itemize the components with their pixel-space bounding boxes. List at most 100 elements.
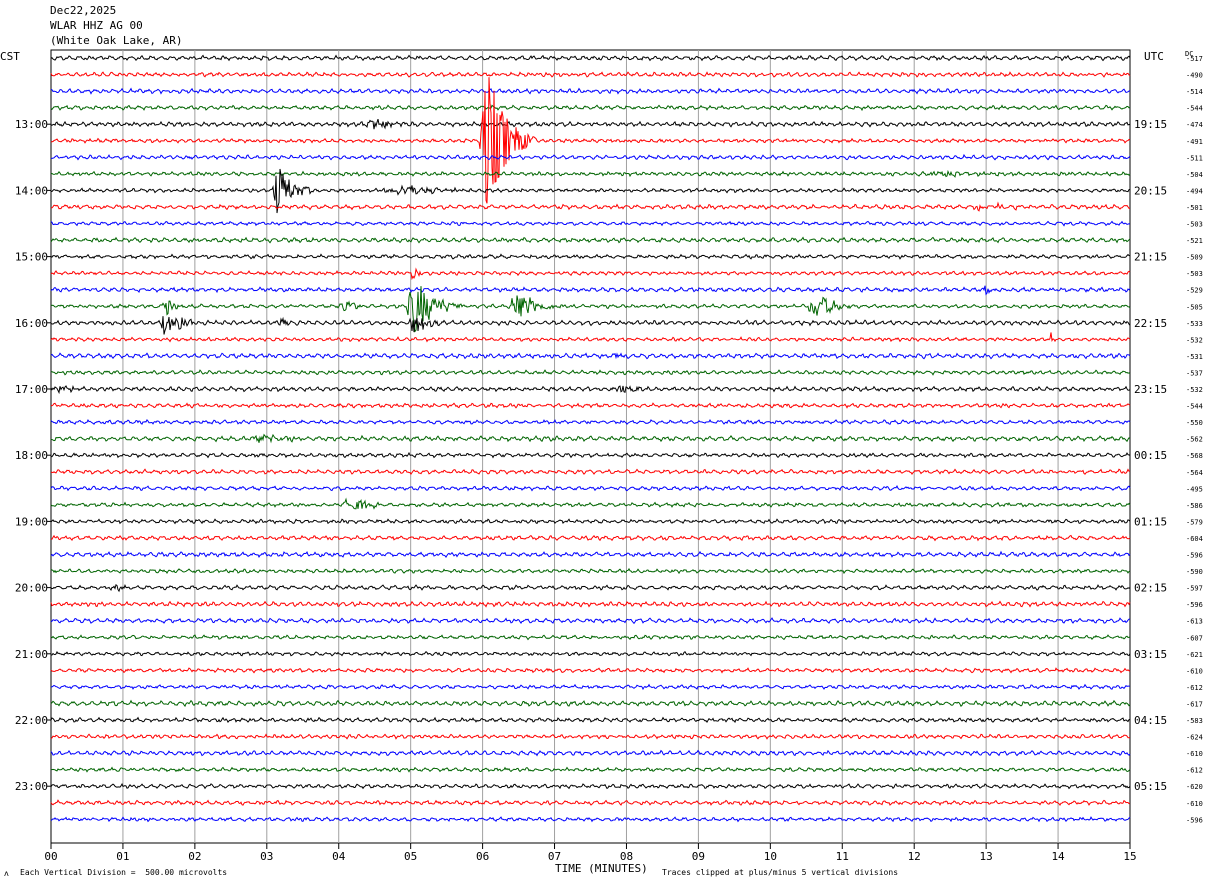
dc-offset-47: -596: [1186, 816, 1203, 824]
dc-offset-2: -490: [1186, 72, 1203, 80]
dc-offset-15: -529: [1186, 287, 1203, 295]
trace-29: [50, 518, 1131, 525]
cst-hour-label-23:00: 23:00: [15, 780, 48, 793]
dc-offset-34: -596: [1186, 601, 1203, 609]
trace-1: [50, 54, 1131, 62]
trace-7: [51, 153, 1131, 161]
trace-41: [50, 716, 1131, 724]
clip-note: Traces clipped at plus/minus 5 vertical …: [662, 868, 899, 877]
cst-hour-label-19:00: 19:00: [15, 515, 48, 528]
dc-offset-43: -610: [1186, 750, 1203, 758]
dc-offset-11: -503: [1186, 221, 1203, 229]
cst-hour-label-14:00: 14:00: [15, 184, 48, 197]
trace-18: [50, 332, 1131, 343]
trace-11: [50, 220, 1131, 227]
dc-offset-31: -596: [1186, 552, 1203, 560]
cst-hour-label-22:00: 22:00: [15, 714, 48, 727]
right-timezone-label: UTC: [1144, 50, 1164, 63]
trace-44: [51, 766, 1131, 773]
trace-38: [50, 667, 1131, 674]
scale-note: Each Vertical Division = 500.00 microvol…: [20, 868, 228, 877]
utc-hour-label-20:15: 20:15: [1134, 184, 1167, 197]
trace-45: [50, 783, 1131, 790]
trace-5: [50, 118, 1131, 130]
cst-hour-label-13:00: 13:00: [15, 118, 48, 131]
dc-offset-7: -511: [1186, 154, 1203, 162]
utc-hour-label-22:15: 22:15: [1134, 317, 1167, 330]
dc-offset-20: -537: [1186, 369, 1203, 377]
dc-offset-19: -531: [1186, 353, 1203, 361]
trace-16: [50, 286, 1131, 333]
x-tick-label-07: 07: [548, 850, 561, 863]
dc-offset-16: -505: [1186, 303, 1203, 311]
dc-offset-21: -532: [1186, 386, 1203, 394]
dc-offset-10: -501: [1186, 204, 1203, 212]
dc-offset-33: -597: [1186, 585, 1203, 593]
dc-offset-35: -613: [1186, 618, 1203, 626]
trace-42: [50, 733, 1131, 740]
utc-hour-label-23:15: 23:15: [1134, 383, 1167, 396]
dc-offset-1: -517: [1186, 55, 1203, 63]
dc-offset-17: -533: [1186, 320, 1203, 328]
dc-offset-22: -544: [1186, 403, 1203, 411]
dc-offset-12: -521: [1186, 237, 1203, 245]
dc-offset-25: -568: [1186, 452, 1203, 460]
trace-36: [50, 634, 1131, 641]
dc-offset-6: -491: [1186, 138, 1203, 146]
trace-34: [50, 600, 1131, 608]
x-tick-label-00: 00: [44, 850, 57, 863]
header-station: WLAR HHZ AG 00: [50, 19, 143, 32]
trace-22: [50, 402, 1131, 409]
dc-offset-40: -617: [1186, 700, 1203, 708]
trace-25: [50, 451, 1131, 459]
cst-hour-label-21:00: 21:00: [15, 648, 48, 661]
trace-13: [50, 253, 1131, 260]
dc-offset-42: -624: [1186, 734, 1203, 742]
dc-offset-29: -579: [1186, 518, 1203, 526]
trace-26: [50, 468, 1131, 476]
trace-30: [50, 534, 1131, 542]
dc-offset-24: -562: [1186, 436, 1203, 444]
trace-24: [51, 433, 1131, 444]
trace-37: [51, 650, 1131, 657]
dc-offset-26: -564: [1186, 469, 1203, 477]
trace-4: [50, 104, 1131, 112]
dc-offset-3: -514: [1186, 88, 1203, 96]
trace-21: [50, 385, 1131, 395]
cst-hour-label-15:00: 15:00: [15, 251, 48, 264]
trace-3: [50, 87, 1131, 95]
trace-43: [50, 749, 1131, 757]
x-tick-label-11: 11: [836, 850, 849, 863]
trace-46: [50, 799, 1131, 807]
trace-10: [50, 201, 1131, 212]
dc-offset-30: -604: [1186, 535, 1203, 543]
x-tick-label-02: 02: [188, 850, 201, 863]
dc-offset-27: -495: [1186, 485, 1203, 493]
header-location: (White Oak Lake, AR): [50, 34, 183, 47]
utc-hour-label-02:15: 02:15: [1134, 582, 1167, 595]
trace-12: [50, 236, 1131, 244]
x-tick-label-15: 15: [1123, 850, 1136, 863]
x-tick-label-12: 12: [908, 850, 921, 863]
trace-47: [50, 816, 1131, 823]
dc-offset-8: -504: [1186, 171, 1203, 179]
dc-offset-18: -532: [1186, 336, 1203, 344]
dc-offset-45: -620: [1186, 783, 1203, 791]
x-tick-label-04: 04: [332, 850, 346, 863]
utc-hour-label-01:15: 01:15: [1134, 515, 1167, 528]
corner-mark: ʌ: [4, 869, 9, 878]
utc-hour-label-05:15: 05:15: [1134, 780, 1167, 793]
trace-39: [51, 683, 1131, 691]
trace-40: [50, 699, 1131, 708]
x-tick-label-01: 01: [116, 850, 129, 863]
dc-offset-5: -474: [1186, 121, 1203, 129]
trace-20: [50, 369, 1131, 376]
trace-27: [50, 485, 1131, 492]
trace-32: [50, 567, 1131, 575]
trace-19: [50, 352, 1131, 360]
trace-23: [50, 418, 1131, 425]
dc-offset-4: -544: [1186, 105, 1203, 113]
dc-label: DC: [1185, 50, 1194, 58]
trace-2: [50, 71, 1131, 78]
dc-offset-23: -550: [1186, 419, 1203, 427]
